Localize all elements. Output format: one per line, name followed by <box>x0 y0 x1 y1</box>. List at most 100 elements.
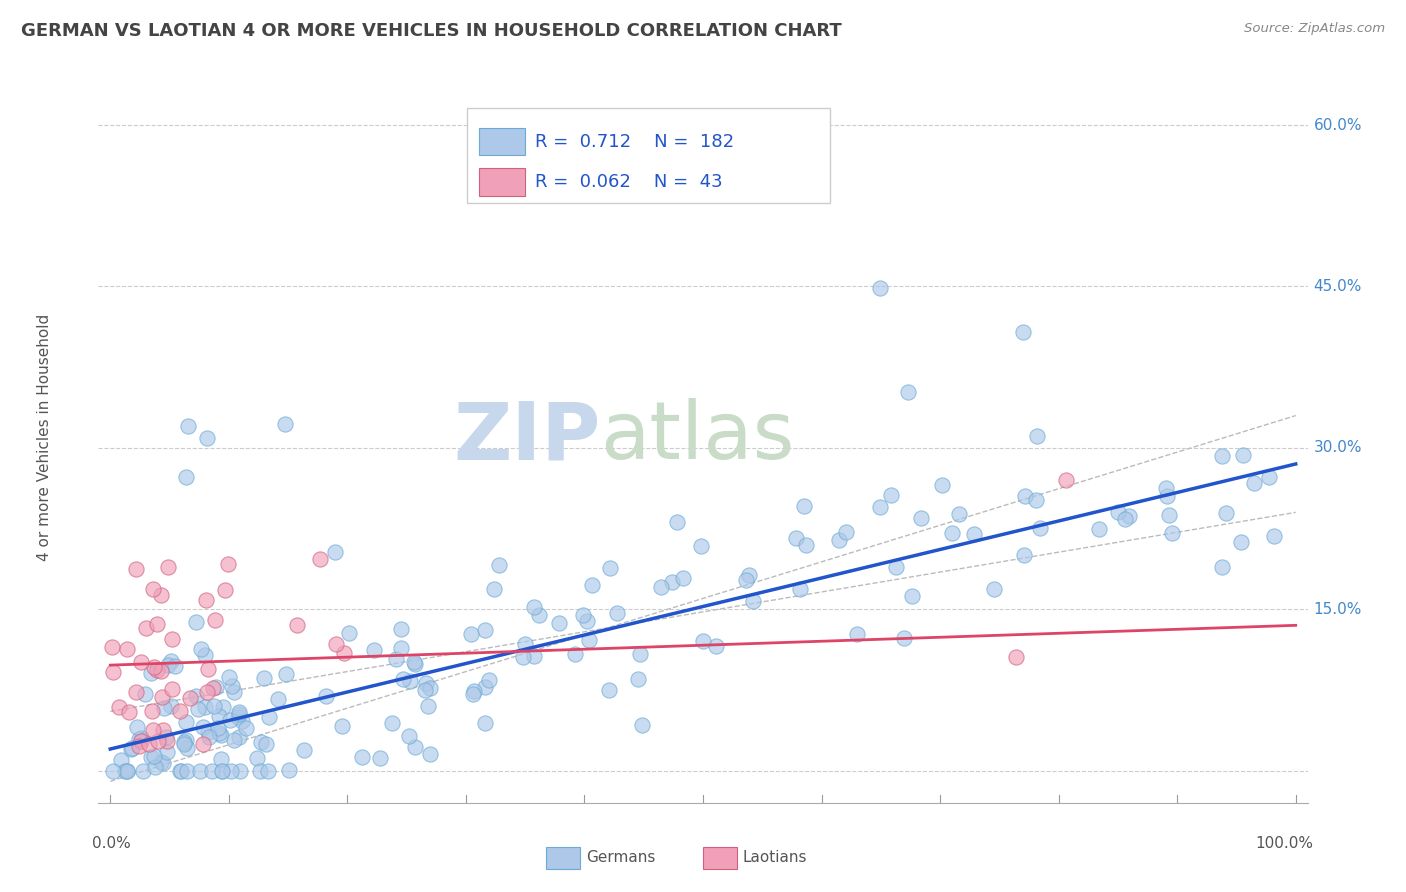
Point <box>460 627 482 641</box>
Point <box>1025 493 1047 508</box>
Point <box>156 745 179 759</box>
Point <box>142 723 165 737</box>
Point <box>385 652 408 666</box>
Point <box>1154 481 1177 495</box>
Point <box>128 739 150 753</box>
Point <box>256 764 278 778</box>
Point <box>150 756 173 770</box>
Point <box>115 764 138 778</box>
Point <box>1014 489 1036 503</box>
Point <box>184 690 207 704</box>
Point <box>692 633 714 648</box>
Point <box>482 582 505 596</box>
Point <box>548 616 571 631</box>
Point <box>156 734 179 748</box>
Point <box>796 538 818 552</box>
Point <box>125 562 148 576</box>
Point <box>197 725 219 739</box>
Point <box>404 657 426 671</box>
Point <box>221 764 243 778</box>
Point <box>160 654 183 668</box>
Point <box>160 632 183 647</box>
Point <box>665 515 688 529</box>
Point <box>896 384 918 399</box>
Point <box>101 640 124 655</box>
Point <box>249 764 271 778</box>
Point <box>217 557 239 571</box>
Point <box>191 720 214 734</box>
Bar <box>479 128 526 155</box>
Point <box>627 673 650 687</box>
Point <box>219 713 242 727</box>
Point <box>218 670 240 684</box>
Point <box>127 720 149 734</box>
Point <box>1012 548 1035 562</box>
Point <box>170 764 193 778</box>
Point <box>474 680 496 694</box>
Point <box>581 578 603 592</box>
Point <box>418 698 440 713</box>
Point <box>211 764 233 778</box>
Point <box>1005 650 1028 665</box>
Point <box>202 681 225 696</box>
Point <box>121 741 143 756</box>
Point <box>931 478 953 492</box>
Point <box>941 526 963 541</box>
Point <box>174 470 197 484</box>
Point <box>1026 428 1049 442</box>
Point <box>188 764 211 778</box>
Text: 30.0%: 30.0% <box>1313 441 1362 455</box>
Point <box>1230 535 1253 549</box>
Point <box>391 672 413 686</box>
Point <box>107 700 129 714</box>
Point <box>257 710 280 724</box>
Point <box>163 659 186 673</box>
Text: GERMAN VS LAOTIAN 4 OR MORE VEHICLES IN HOUSEHOLD CORRELATION CHART: GERMAN VS LAOTIAN 4 OR MORE VEHICLES IN … <box>21 22 842 40</box>
Point <box>292 742 315 756</box>
Point <box>527 608 550 623</box>
Point <box>114 764 136 778</box>
Point <box>415 675 437 690</box>
Point <box>155 730 177 744</box>
Point <box>129 733 152 747</box>
Point <box>1215 506 1237 520</box>
Point <box>599 560 621 574</box>
Point <box>195 430 218 444</box>
Point <box>399 673 422 688</box>
Point <box>156 657 179 672</box>
Point <box>226 710 249 724</box>
Point <box>176 764 198 778</box>
Point <box>229 764 252 778</box>
Text: 60.0%: 60.0% <box>1313 118 1362 133</box>
Bar <box>703 847 737 869</box>
Point <box>488 558 510 573</box>
Point <box>222 733 245 747</box>
Point <box>846 626 869 640</box>
Point <box>474 716 496 731</box>
Point <box>419 747 441 761</box>
Point <box>789 582 811 597</box>
Point <box>404 655 426 669</box>
Point <box>174 733 197 747</box>
Bar <box>479 168 526 195</box>
Point <box>337 625 360 640</box>
Point <box>179 691 201 706</box>
Text: Germans: Germans <box>586 850 655 865</box>
Point <box>101 665 124 680</box>
Point <box>231 714 253 728</box>
Point <box>204 699 226 714</box>
Point <box>884 560 907 574</box>
Point <box>212 700 235 714</box>
Point <box>101 764 124 778</box>
Point <box>120 742 142 756</box>
Text: 45.0%: 45.0% <box>1313 279 1362 294</box>
Point <box>197 662 219 676</box>
Point <box>152 756 174 770</box>
Point <box>152 723 174 737</box>
Point <box>1118 509 1140 524</box>
Point <box>194 648 217 662</box>
Point <box>228 705 250 719</box>
Point <box>131 731 153 745</box>
Point <box>869 500 891 514</box>
Point <box>156 560 179 574</box>
